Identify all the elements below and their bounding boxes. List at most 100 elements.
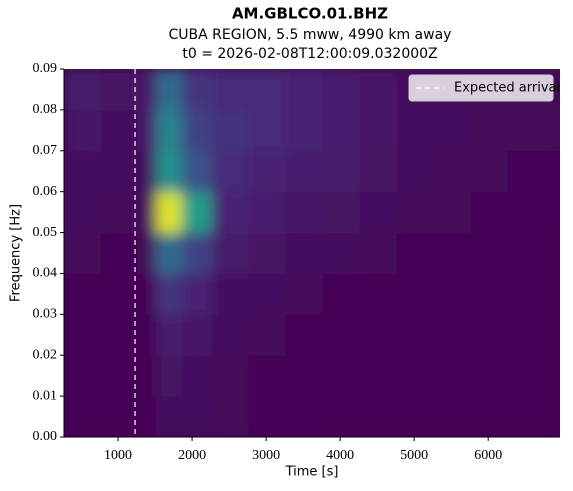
heat-cell (64, 313, 102, 356)
heatmap (64, 69, 560, 437)
heat-cell (470, 191, 509, 234)
heat-cell (156, 191, 183, 234)
heat-cell (100, 109, 139, 152)
heat-cell (433, 313, 472, 356)
heat-cell (359, 150, 398, 193)
heat-cell (470, 313, 509, 356)
heat-cell (156, 395, 183, 437)
heat-cell (507, 272, 560, 315)
heat-cell (137, 272, 158, 315)
legend-label: Expected arrival (454, 81, 560, 96)
x-tick-label: 2000 (178, 448, 206, 463)
heat-cell (396, 313, 435, 356)
heat-cell (181, 313, 213, 356)
heat-cell (396, 109, 435, 152)
heat-cell (470, 272, 509, 315)
chart-subtitle: CUBA REGION, 5.5 mww, 4990 km away (169, 27, 452, 43)
heat-cell (137, 69, 158, 111)
heat-cell (322, 272, 361, 315)
heat-cell (137, 150, 158, 193)
heat-cell (137, 109, 158, 152)
heat-cell (285, 191, 324, 234)
heat-cell (322, 313, 361, 356)
heat-cell (470, 109, 509, 152)
x-tick-label: 4000 (326, 448, 354, 463)
heat-cell (64, 354, 102, 397)
heat-cell (211, 69, 250, 111)
heat-cell (433, 191, 472, 234)
heat-cell (359, 232, 398, 274)
heat-cell (64, 150, 102, 193)
heat-cell (507, 395, 560, 437)
heat-cell (248, 232, 287, 274)
heat-cell (137, 191, 158, 234)
y-tick-label: 0.01 (33, 388, 58, 403)
heat-cell (396, 191, 435, 234)
heat-cell (507, 109, 560, 152)
heat-cell (211, 191, 250, 234)
heat-cell (507, 150, 560, 193)
heat-cell (433, 272, 472, 315)
y-tick-label: 0.06 (33, 184, 58, 199)
heat-cell (64, 395, 102, 437)
heat-cell (396, 150, 435, 193)
y-tick-label: 0.03 (33, 307, 58, 322)
heat-cell (100, 313, 139, 356)
heat-cell (285, 150, 324, 193)
heat-cell (322, 395, 361, 437)
heat-cell (285, 395, 324, 437)
heat-cell (470, 354, 509, 397)
heat-cell (359, 191, 398, 234)
heat-cell (359, 395, 398, 437)
heat-cell (248, 150, 287, 193)
x-tick-label: 5000 (400, 448, 428, 463)
heat-cell (248, 354, 287, 397)
heat-cell (100, 191, 139, 234)
heat-cell (137, 232, 158, 274)
heat-cell (433, 109, 472, 152)
heat-cell (181, 354, 213, 397)
heat-cell (181, 109, 213, 152)
heat-cell (433, 232, 472, 274)
heat-cell (211, 395, 250, 437)
heat-cell (470, 150, 509, 193)
heat-cell (359, 272, 398, 315)
chart-title: AM.GBLCO.01.BHZ (232, 5, 388, 23)
y-tick-label: 0.02 (33, 347, 58, 362)
y-tick-label: 0.00 (33, 429, 58, 444)
heat-cell (433, 354, 472, 397)
heat-cell (64, 272, 102, 315)
heat-cell (507, 354, 560, 397)
y-axis-label: Frequency [Hz] (9, 204, 24, 302)
heat-cell (285, 313, 324, 356)
chart-subtitle: t0 = 2026-02-08T12:00:09.032000Z (182, 46, 437, 62)
heat-cell (322, 69, 361, 111)
heat-cell (137, 313, 158, 356)
y-tick-label: 0.08 (33, 102, 58, 117)
heat-cell (433, 395, 472, 437)
heat-cell (64, 191, 102, 234)
heat-cell (248, 69, 287, 111)
heat-cell (64, 109, 102, 152)
heat-cell (156, 354, 183, 397)
heat-cell (285, 272, 324, 315)
heat-cell (248, 109, 287, 152)
heat-cell (100, 395, 139, 437)
heat-cell (359, 69, 398, 111)
heat-cell (248, 395, 287, 437)
heat-cell (181, 395, 213, 437)
heat-cell (396, 354, 435, 397)
heat-cell (181, 191, 213, 234)
heat-cell (322, 109, 361, 152)
heat-cell (507, 232, 560, 274)
heat-cell (322, 150, 361, 193)
x-tick-label: 1000 (104, 448, 132, 463)
heat-cell (64, 69, 102, 111)
heat-cell (211, 109, 250, 152)
heat-cell (359, 109, 398, 152)
heat-cell (156, 150, 183, 193)
heat-cell (211, 232, 250, 274)
heat-cell (285, 232, 324, 274)
heat-cell (156, 232, 183, 274)
